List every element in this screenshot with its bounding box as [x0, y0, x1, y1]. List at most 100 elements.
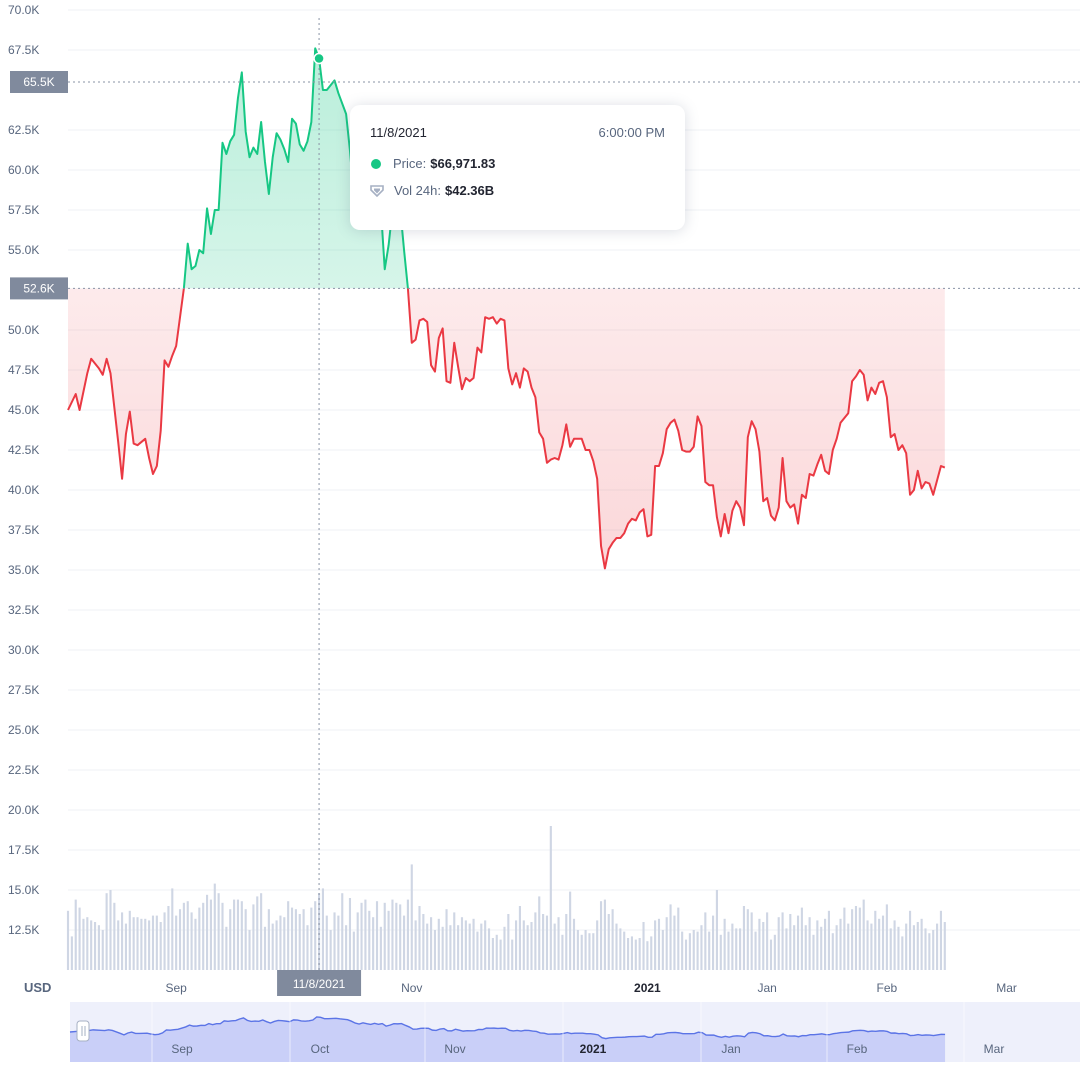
volume-bar	[97, 925, 100, 970]
price-line-up	[182, 47, 409, 289]
volume-bar	[321, 888, 324, 970]
volume-bar	[236, 899, 240, 970]
volume-bar	[812, 934, 815, 970]
volume-bar	[518, 906, 521, 970]
volume-bar	[939, 910, 943, 970]
volume-bar	[445, 909, 448, 970]
volume-bar	[843, 907, 846, 970]
volume-bar	[661, 930, 664, 970]
volume-bar	[93, 922, 97, 970]
x-axis: USD Sep Nov 2021 Jan Feb Mar 11/8/2021	[24, 970, 1017, 996]
navigator-area	[70, 1016, 946, 1062]
navigator-line	[69, 1016, 946, 1040]
volume-bar	[491, 938, 494, 970]
volume-bar	[820, 926, 823, 970]
volume-bar	[789, 914, 792, 970]
volume-bar	[121, 912, 124, 970]
volume-bar	[128, 910, 131, 970]
volume-bar	[151, 915, 155, 970]
volume-bar	[271, 923, 274, 970]
volume-bar	[916, 922, 919, 970]
crosshair-date-label: 11/8/2021	[293, 977, 346, 991]
volume-bar	[681, 931, 684, 970]
navigator-tick-label: Nov	[444, 1042, 465, 1056]
volume-bar	[441, 926, 444, 970]
volume-bar	[66, 910, 70, 970]
volume-bar	[715, 890, 718, 970]
volume-bar	[847, 923, 850, 970]
volume-bar	[244, 909, 247, 970]
volume-bar	[592, 933, 595, 970]
volume-bar	[638, 938, 641, 970]
volume-bar	[209, 899, 212, 970]
volume-bar	[943, 922, 946, 970]
volume-bar	[542, 914, 545, 970]
volume-bar	[704, 912, 707, 970]
volume-bar	[514, 920, 518, 970]
volume-bar	[283, 917, 286, 970]
volume-bar	[727, 931, 730, 970]
volume-bar	[372, 917, 375, 970]
price-area-down	[68, 288, 945, 569]
volume-bar	[186, 901, 189, 970]
volume-bar	[263, 926, 267, 970]
volume-bar	[576, 930, 579, 970]
price-area-up	[183, 48, 408, 289]
volume-bar	[406, 899, 409, 970]
volume-bar	[889, 928, 892, 970]
volume-bar	[885, 904, 888, 970]
y-tick-label: 50.0K	[8, 323, 39, 337]
tooltip-time: 6:00:00 PM	[598, 125, 666, 140]
volume-bar	[487, 928, 491, 970]
volume-bar	[364, 899, 367, 970]
volume-bar	[816, 920, 819, 970]
volume-bars	[66, 826, 946, 970]
x-tick-label: 2021	[634, 981, 661, 995]
volume-shield-icon	[370, 184, 384, 197]
y-tick-label: 45.0K	[8, 403, 39, 417]
reference-lines: 65.5K 52.6K	[10, 18, 1080, 970]
volume-bar	[468, 923, 471, 970]
volume-bar	[700, 925, 703, 970]
volume-bar	[213, 883, 216, 970]
tooltip-date: 11/8/2021	[370, 125, 427, 140]
volume-bar	[669, 904, 672, 970]
volume-bar	[124, 923, 128, 970]
volume-bar	[233, 899, 236, 970]
tooltip-price-value: $66,971.83	[430, 156, 496, 171]
navigator[interactable]: Sep Oct Nov 2021 Jan Feb Mar	[69, 1002, 1080, 1062]
volume-bar	[619, 928, 622, 970]
volume-bar	[205, 894, 209, 970]
volume-bar	[735, 928, 738, 970]
navigator-handle[interactable]	[76, 1020, 90, 1042]
volume-bar	[924, 928, 927, 970]
volume-bar	[202, 902, 205, 970]
x-tick-label: Feb	[877, 981, 898, 995]
x-tick-label: Jan	[757, 981, 776, 995]
volume-bar	[383, 902, 386, 970]
y-tick-label: 40.0K	[8, 483, 39, 497]
volume-bar	[70, 936, 73, 970]
volume-bar	[418, 906, 421, 970]
volume-bar	[433, 930, 437, 970]
volume-bar	[310, 907, 313, 970]
volume-bar	[851, 909, 854, 970]
volume-bar	[905, 923, 908, 970]
tooltip-volume-label: Vol 24h:	[394, 183, 441, 198]
volume-bar	[912, 925, 915, 970]
y-tick-label: 42.5K	[8, 443, 39, 457]
volume-bar	[379, 926, 382, 970]
volume-bar	[229, 909, 232, 970]
price-line-down	[67, 288, 946, 570]
volume-bar	[584, 930, 587, 970]
volume-bar	[225, 926, 228, 970]
volume-bar	[287, 901, 290, 970]
volume-bar	[275, 920, 278, 970]
volume-bar	[399, 904, 402, 970]
volume-bar	[874, 910, 877, 970]
volume-bar	[345, 925, 348, 970]
volume-bar	[414, 920, 417, 970]
navigator-tick-label: Sep	[171, 1042, 193, 1056]
volume-bar	[306, 925, 309, 970]
